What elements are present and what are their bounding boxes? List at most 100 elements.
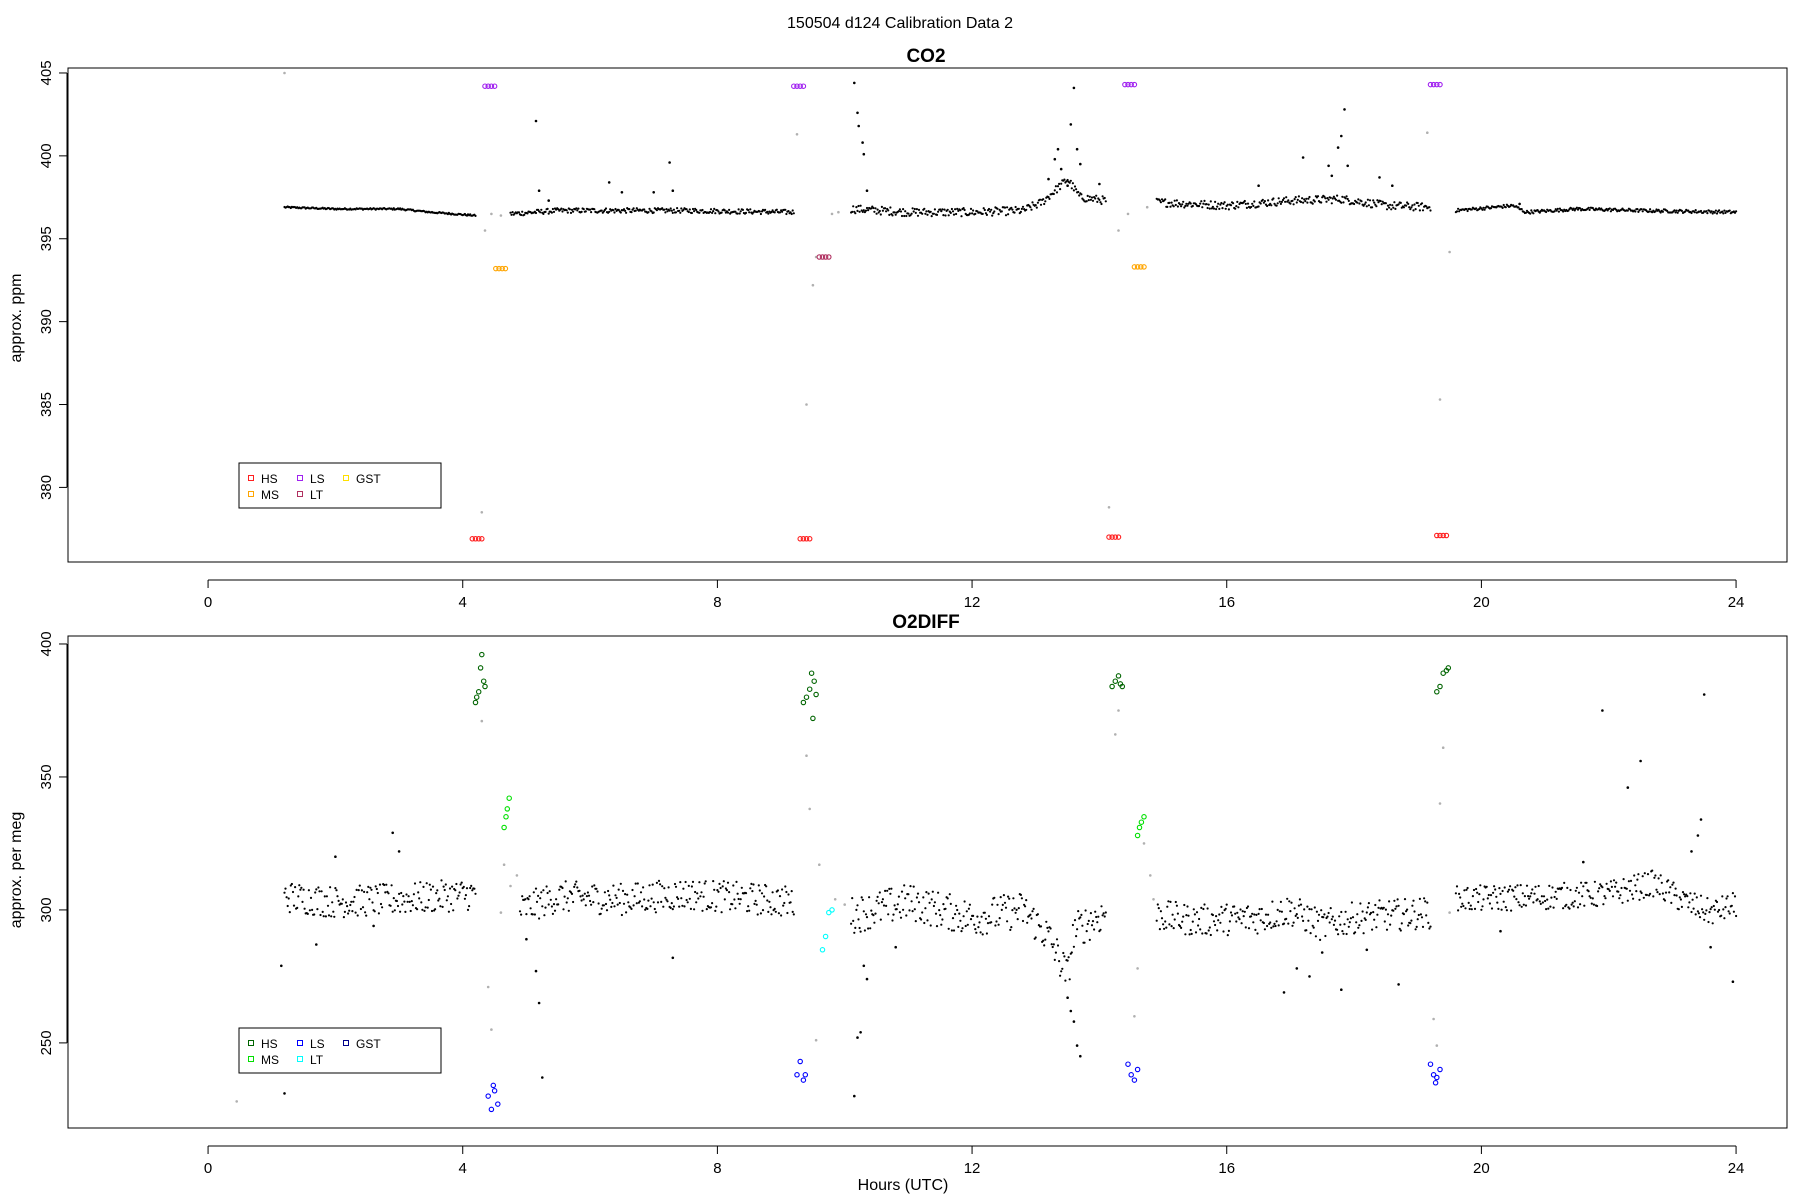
co2-data-point (1073, 185, 1077, 188)
co2-data-point (728, 208, 731, 211)
o2diff-data-point (1563, 881, 1566, 885)
o2diff-data-point (1243, 910, 1246, 913)
o2diff-data-point (753, 902, 756, 906)
co2-data-point (1158, 199, 1161, 202)
co2-data-point (923, 207, 926, 210)
co2-calib-point-ls (1122, 81, 1128, 88)
o2diff-data-point (1369, 911, 1373, 915)
o2diff-data-point (957, 925, 960, 929)
o2diff-data-point (1345, 932, 1348, 936)
o2diff-data-point (447, 910, 450, 913)
o2diff-data-point (1328, 921, 1331, 924)
o2diff-data-point (378, 883, 382, 886)
co2-data-point (1303, 198, 1306, 201)
o2diff-data-point (787, 893, 790, 896)
co2-data-point (1399, 201, 1402, 204)
o2diff-data-point (960, 930, 963, 933)
o2diff-y-tick-label: 300 (38, 897, 55, 922)
o2diff-data-point (1165, 926, 1168, 929)
co2-data-point (924, 212, 927, 215)
co2-calib-point-hs (1434, 532, 1440, 539)
o2diff-data-point (1254, 928, 1257, 932)
co2-data-point (1101, 195, 1104, 198)
co2-data-point (1103, 196, 1106, 200)
o2diff-data-point (283, 891, 286, 894)
co2-data-point (1455, 210, 1459, 213)
o2diff-data-point (355, 888, 358, 892)
o2diff-data-point (321, 910, 324, 914)
co2-data-point (1025, 208, 1028, 211)
o2diff-data-point (711, 902, 714, 905)
o2diff-data-point (1238, 918, 1241, 921)
co2-data-point (577, 207, 580, 210)
o2diff-data-point (1468, 907, 1471, 911)
o2diff-data-point (1618, 897, 1621, 900)
o2diff-data-point (1589, 896, 1592, 899)
o2diff-data-point (438, 897, 441, 900)
co2-data-point (568, 208, 572, 211)
co2-data-point (523, 213, 526, 216)
co2-data-point (1278, 200, 1281, 203)
o2diff-data-point (1648, 894, 1651, 897)
o2diff-data-point (552, 903, 556, 906)
o2diff-data-point (1293, 907, 1296, 910)
co2-data-point (771, 209, 774, 212)
co2-data-point (1277, 197, 1280, 200)
o2diff-data-point (1525, 884, 1529, 887)
o2diff-data-point (525, 913, 528, 916)
co2-data-point (1402, 206, 1405, 209)
o2diff-data-point (1086, 922, 1089, 926)
co2-data-point (998, 208, 1001, 211)
o2diff-data-point (374, 885, 377, 888)
co2-data-point (861, 141, 864, 144)
o2diff-calib-point-ls (1430, 1072, 1437, 1078)
o2diff-data-point (1224, 907, 1227, 910)
o2diff-data-point (1652, 895, 1655, 898)
co2-data-point (1060, 182, 1063, 185)
o2diff-data-point (1705, 909, 1708, 912)
o2diff-data-point (1176, 912, 1179, 915)
co2-data-point (858, 210, 861, 213)
o2diff-data-point (1416, 918, 1419, 921)
co2-data-point (899, 210, 903, 213)
o2diff-calib-point-ms (1136, 824, 1143, 831)
co2-data-point (665, 208, 668, 211)
co2-data-point (1588, 208, 1591, 211)
o2diff-data-point (1219, 921, 1222, 924)
o2diff-data-point (1519, 884, 1522, 887)
o2diff-data-point (1506, 890, 1509, 893)
o2diff-data-point (1689, 892, 1692, 895)
co2-calib-point-ls (1427, 81, 1434, 88)
o2diff-data-point (972, 914, 975, 918)
o2diff-data-point (715, 905, 718, 908)
o2diff-legend-label-ls: LS (310, 1037, 325, 1051)
co2-data-point (917, 208, 921, 211)
co2-data-point (1222, 202, 1225, 205)
o2diff-data-point (671, 908, 674, 911)
o2diff-data-point (767, 910, 770, 914)
co2-data-point (1183, 206, 1186, 209)
co2-data-point (1706, 212, 1709, 215)
o2diff-data-point (881, 898, 885, 901)
co2-data-point (912, 210, 915, 213)
o2diff-data-point (1091, 920, 1095, 923)
o2diff-data-point (1632, 897, 1635, 900)
co2-data-point (1289, 202, 1292, 205)
o2diff-data-point (1160, 917, 1164, 920)
o2diff-data-point (471, 889, 474, 892)
o2diff-data-point (454, 889, 457, 892)
co2-data-point (766, 210, 769, 213)
o2diff-data-point (1264, 913, 1268, 916)
o2diff-data-point (759, 912, 763, 915)
o2diff-flagged-point (509, 884, 512, 888)
o2diff-data-point (1299, 903, 1303, 906)
o2diff-data-point (468, 905, 471, 908)
o2diff-data-point (1178, 925, 1182, 928)
co2-data-point (517, 211, 521, 214)
o2diff-data-point (1690, 910, 1693, 914)
co2-data-point (1020, 207, 1024, 210)
o2diff-data-point (1670, 901, 1673, 905)
co2-data-point (620, 191, 624, 194)
o2diff-data-point (705, 908, 708, 911)
o2diff-data-point (662, 905, 665, 908)
